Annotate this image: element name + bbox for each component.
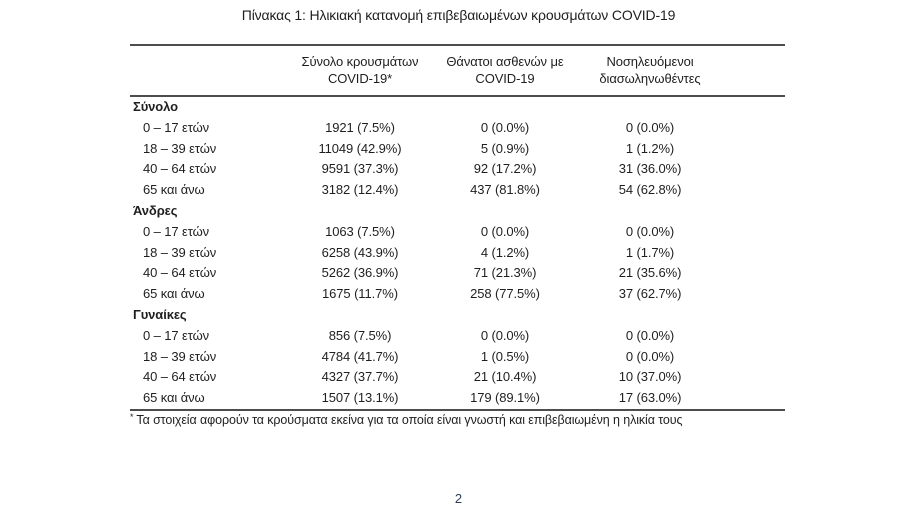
- age-group-label: 0 – 17 ετών: [143, 223, 210, 239]
- cell-value: 5262 (36.9%): [321, 265, 399, 281]
- cell-value: 1 (0.5%): [480, 348, 530, 364]
- cell-value: 31 (36.0%): [618, 161, 682, 177]
- age-group-label: 18 – 39 ετών: [143, 348, 217, 364]
- cell-value: 179 (89.1%): [470, 390, 540, 406]
- cell-value: 0 (0.0%): [625, 119, 675, 135]
- cell-value: 92 (17.2%): [473, 161, 537, 177]
- page-number: 2: [454, 491, 463, 506]
- cell-value: 11049 (42.9%): [318, 140, 402, 156]
- section-label: Άνδρες: [133, 202, 178, 218]
- age-group-label: 65 και άνω: [143, 390, 205, 406]
- cell-value: 3182 (12.4%): [321, 182, 399, 198]
- table-row: 18 – 39 ετών 4784 (41.7%) 1 (0.5%) 0 (0.…: [130, 347, 785, 368]
- section-header-men: Άνδρες: [130, 201, 785, 222]
- footnote-text: Τα στοιχεία αφορούν τα κρούσματα εκείνα …: [136, 413, 683, 427]
- cell-value: 437 (81.8%): [470, 182, 540, 198]
- cell-value: 1921 (7.5%): [325, 119, 395, 135]
- cell-value: 17 (63.0%): [618, 390, 682, 406]
- cell-value: 0 (0.0%): [480, 119, 530, 135]
- table-row: 40 – 64 ετών 5262 (36.9%) 71 (21.3%) 21 …: [130, 263, 785, 284]
- column-header-intubated: Νοσηλευόμενοι διασωληνωθέντες: [599, 54, 701, 86]
- cell-value: 856 (7.5%): [328, 327, 392, 343]
- covid-age-distribution-table: Σύνολο κρουσμάτων COVID-19* Θάνατοι ασθε…: [130, 44, 785, 411]
- cell-value: 4 (1.2%): [480, 244, 530, 260]
- age-group-label: 18 – 39 ετών: [143, 140, 217, 156]
- section-label: Γυναίκες: [133, 306, 187, 322]
- section-header-women: Γυναίκες: [130, 305, 785, 326]
- table-row: 18 – 39 ετών 6258 (43.9%) 4 (1.2%) 1 (1.…: [130, 243, 785, 264]
- cell-value: 9591 (37.3%): [321, 161, 399, 177]
- age-group-label: 65 και άνω: [143, 286, 205, 302]
- age-group-label: 0 – 17 ετών: [143, 119, 210, 135]
- cell-value: 5 (0.9%): [480, 140, 530, 156]
- cell-value: 54 (62.8%): [618, 182, 682, 198]
- footnote-marker: *: [130, 412, 134, 422]
- age-group-label: 40 – 64 ετών: [143, 265, 217, 281]
- age-group-label: 18 – 39 ετών: [143, 244, 217, 260]
- header-row: Σύνολο κρουσμάτων COVID-19* Θάνατοι ασθε…: [130, 45, 785, 96]
- cell-value: 21 (35.6%): [618, 265, 682, 281]
- cell-value: 0 (0.0%): [480, 223, 530, 239]
- cell-value: 4784 (41.7%): [321, 348, 399, 364]
- cell-value: 6258 (43.9%): [321, 244, 399, 260]
- column-header-deaths: Θάνατοι ασθενών με COVID-19: [446, 54, 564, 86]
- cell-value: 1063 (7.5%): [325, 223, 395, 239]
- cell-value: 1675 (11.7%): [322, 286, 398, 302]
- age-group-label: 65 και άνω: [143, 182, 205, 198]
- cell-value: 1 (1.7%): [625, 244, 675, 260]
- table-row: 40 – 64 ετών 4327 (37.7%) 21 (10.4%) 10 …: [130, 367, 785, 388]
- cell-value: 258 (77.5%): [470, 286, 540, 302]
- header-empty-cell: [130, 45, 290, 96]
- column-header-total-cases: Σύνολο κρουσμάτων COVID-19*: [301, 54, 419, 86]
- section-header-total: Σύνολο: [130, 96, 785, 118]
- age-group-label: 40 – 64 ετών: [143, 161, 217, 177]
- table-row: 65 και άνω 1507 (13.1%) 179 (89.1%) 17 (…: [130, 388, 785, 410]
- footnote: * Τα στοιχεία αφορούν τα κρούσματα εκείνα…: [130, 412, 790, 427]
- cell-value: 4327 (37.7%): [321, 369, 399, 385]
- table-row: 18 – 39 ετών 11049 (42.9%) 5 (0.9%) 1 (1…: [130, 139, 785, 160]
- cell-value: 10 (37.0%): [618, 369, 682, 385]
- table-row: 0 – 17 ετών 856 (7.5%) 0 (0.0%) 0 (0.0%): [130, 326, 785, 347]
- table-row: 65 και άνω 1675 (11.7%) 258 (77.5%) 37 (…: [130, 284, 785, 305]
- table-row: 0 – 17 ετών 1063 (7.5%) 0 (0.0%) 0 (0.0%…: [130, 222, 785, 243]
- cell-value: 0 (0.0%): [625, 223, 675, 239]
- cell-value: 0 (0.0%): [480, 327, 530, 343]
- table-container: Σύνολο κρουσμάτων COVID-19* Θάνατοι ασθε…: [130, 44, 785, 411]
- header-spacer-cell: [720, 45, 785, 96]
- table-row: 40 – 64 ετών 9591 (37.3%) 92 (17.2%) 31 …: [130, 159, 785, 180]
- cell-value: 1507 (13.1%): [321, 390, 399, 406]
- cell-value: 0 (0.0%): [625, 348, 675, 364]
- cell-value: 71 (21.3%): [473, 265, 537, 281]
- section-label: Σύνολο: [133, 99, 178, 114]
- cell-value: 21 (10.4%): [473, 369, 537, 385]
- age-group-label: 0 – 17 ετών: [143, 327, 210, 343]
- table-row: 65 και άνω 3182 (12.4%) 437 (81.8%) 54 (…: [130, 180, 785, 201]
- cell-value: 37 (62.7%): [618, 286, 682, 302]
- table-row: 0 – 17 ετών 1921 (7.5%) 0 (0.0%) 0 (0.0%…: [130, 118, 785, 139]
- table-title: Πίνακας 1: Ηλικιακή κατανομή επιβεβαιωμέ…: [241, 7, 676, 23]
- cell-value: 0 (0.0%): [625, 327, 675, 343]
- age-group-label: 40 – 64 ετών: [143, 369, 217, 385]
- cell-value: 1 (1.2%): [625, 140, 675, 156]
